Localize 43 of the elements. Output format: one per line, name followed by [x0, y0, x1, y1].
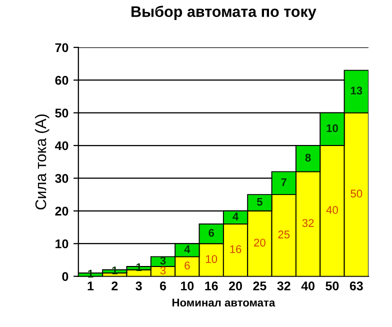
- chart-title: Выбор автомата по току: [132, 6, 316, 20]
- y-tick-label: 10: [56, 239, 68, 248]
- x-tick-label: 1: [88, 282, 94, 290]
- data-label: 40: [326, 206, 338, 214]
- data-label: 1: [136, 263, 142, 272]
- x-tick-label: 20: [229, 282, 242, 290]
- data-label: 7: [281, 178, 286, 186]
- data-label: 1: [112, 266, 118, 274]
- data-label: 13: [350, 86, 362, 95]
- data-label: 5: [256, 198, 262, 206]
- data-label: 25: [278, 230, 290, 238]
- data-label: 10: [326, 124, 338, 132]
- y-tick-label: 50: [55, 108, 68, 118]
- y-tick-label: 20: [55, 206, 68, 216]
- x-tick-label: 2: [112, 282, 118, 290]
- y-tick-label: 60: [55, 76, 68, 85]
- data-label: 10: [206, 255, 218, 263]
- data-label: 6: [184, 262, 190, 270]
- data-label: 3: [160, 256, 166, 265]
- x-tick-label: 50: [326, 282, 339, 290]
- x-tick-label: 3: [136, 282, 142, 290]
- y-tick-label: 30: [55, 174, 68, 183]
- x-tick-label: 16: [205, 282, 218, 290]
- y-tick-label: 0: [62, 272, 68, 281]
- x-tick-label: 40: [301, 282, 314, 290]
- y-axis-title: Сила тока (А): [34, 114, 50, 210]
- x-tick-label: 32: [277, 282, 290, 290]
- data-label: 3: [160, 266, 166, 274]
- data-label: 8: [305, 154, 311, 162]
- data-label: 4: [232, 212, 239, 220]
- data-label: 50: [350, 190, 362, 198]
- data-label: 4: [184, 245, 190, 254]
- data-label: 6: [208, 228, 214, 237]
- x-tick-label: 25: [253, 282, 266, 290]
- y-tick-label: 40: [54, 141, 68, 150]
- data-label: 32: [302, 219, 314, 227]
- x-tick-label: 63: [350, 282, 363, 290]
- x-axis-title: Номинал автомата: [172, 298, 276, 307]
- x-tick-label: 6: [160, 282, 166, 290]
- data-label: 16: [230, 245, 242, 254]
- data-label: 20: [254, 238, 266, 247]
- y-tick-label: 70: [55, 43, 68, 52]
- x-tick-label: 10: [181, 282, 194, 290]
